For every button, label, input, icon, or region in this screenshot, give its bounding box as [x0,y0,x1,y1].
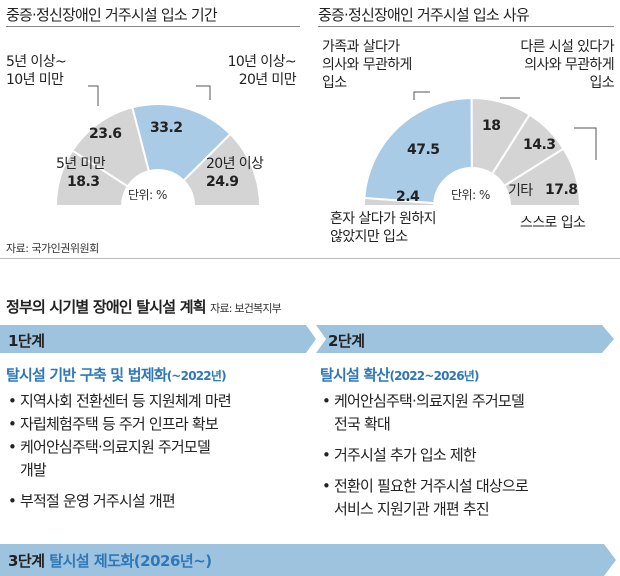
stage1-bar [0,325,316,353]
label-10to20-line2: 20년 미만 [238,72,297,88]
stage1-label: 1단계 [8,332,45,350]
stage3-label: 3단계 [8,552,45,570]
stage1-item-2: 자립체험주택 등 주거 인프라 확보 [20,415,219,433]
label-family: 가족과 살다가 의사와 무관하게 입소 [322,38,412,92]
stage1-item-1: 지역사회 전환센터 등 지원체계 마련 [20,392,232,410]
left-chart-title: 중증·정신장애인 거주시설 입소 기간 [6,6,218,24]
stage2-item-3-line2: 서비스 지원기관 개편 추진 [334,500,490,518]
value-etc: 17.8 [545,182,578,198]
stage1-item-3-line1: 케어안심주택·의료지원 주거모델 [20,438,211,456]
label-lt5: 5년 미만 [56,156,106,172]
label-etc: 기타 [508,183,533,199]
label-other-facility-line3: 입소 [589,75,614,91]
stage2-item-3-line1: 전환이 필요한 거주시설 대상으로 [334,477,529,495]
plan-title-text: 정부의 시기별 장애인 탈시설 계획 [6,298,207,316]
stage2-item: 거주시설 추가 입소 제한 [322,444,528,467]
right-donut-chart [362,91,597,207]
label-other-facility-line1: 다른 시설 있다가 [520,39,614,55]
label-ge20: 20년 이상 [206,156,264,172]
label-family-line2: 의사와 무관하게 [322,57,412,73]
left-leader-lines [88,85,211,106]
slice-ge20 [182,132,262,207]
plan-source: 자료: 보건복지부 [210,302,282,315]
slice-10to20 [131,103,232,183]
stage3-bar-bg [0,544,616,576]
plan-title: 정부의 시기별 장애인 탈시설 계획 자료: 보건복지부 [6,296,282,317]
stage1-heading: 탈시설 기반 구축 및 법제화(~2022년) [6,364,227,385]
label-self: 스스로 입소 [520,215,586,231]
leader-5to10 [88,85,99,106]
slice-family [363,96,473,205]
label-5to10: 5년 이상~ 10년 미만 [6,53,67,89]
label-5to10-line2: 10년 미만 [6,72,64,88]
section-divider [0,258,620,259]
stage1-list: 지역사회 전환센터 등 지원체계 마련 자립체험주택 등 주거 인프라 확보 케… [8,390,232,513]
stage1-item: 지역사회 전환센터 등 지원체계 마련 [8,390,232,413]
value-family: 47.5 [407,142,440,158]
value-lt5: 18.3 [67,174,100,190]
stage2-heading-text: 탈시설 확산 [320,366,390,384]
stage1-item-4: 부적절 운영 거주시설 개편 [20,492,176,510]
stage2-period: (2022~2026년) [389,369,479,383]
label-10to20-line1: 10년 이상~ [227,54,297,70]
stage3-bar [0,544,616,576]
leader-family [413,91,430,100]
stage1-item: 자립체험주택 등 주거 인프라 확보 [8,413,231,436]
label-alone-line1: 혼자 살다가 원하지 [330,211,437,227]
label-alone: 혼자 살다가 원하지 않았지만 입소 [330,210,437,246]
label-5to10-line1: 5년 이상~ [6,54,67,70]
stage2-label: 2단계 [328,332,365,350]
stage3-text: 3단계 탈시설 제도화(2026년~) [8,550,212,571]
value-other-facility: 18 [482,118,501,134]
stage2-item-2: 거주시설 추가 입소 제한 [334,446,477,464]
left-title-underline [6,26,300,27]
stage1-period: (~2022년) [166,369,227,383]
value-self: 14.3 [523,137,556,153]
value-10to20: 33.2 [150,120,183,136]
slice-etc [502,147,582,207]
label-other-facility: 다른 시설 있다가 의사와 무관하게 입소 [464,38,614,92]
leader-10to20 [196,85,211,100]
left-unit-label: 단위: % [128,188,167,202]
stage3-heading: 탈시설 제도화(2026년~) [49,552,212,570]
label-alone-line2: 않았지만 입소 [330,229,408,245]
value-alone: 2.4 [396,189,420,205]
left-donut-chart [54,103,262,207]
stage2-heading: 탈시설 확산(2022~2026년) [320,364,480,385]
label-family-line3: 입소 [322,75,347,91]
stage1-heading-text: 탈시설 기반 구축 및 법제화 [6,366,168,384]
value-5to10: 23.6 [89,126,122,142]
charts-source: 자료: 국가인권위원회 [6,242,99,255]
stage2-bar [316,325,614,353]
label-10to20: 10년 이상~ 20년 미만 [196,53,297,89]
stage2-item-1-line1: 케어안심주택·의료지원 주거모델 [334,392,525,410]
label-other-facility-line2: 의사와 무관하게 [524,57,614,73]
right-unit-label: 단위: % [451,188,490,202]
stage2-item-1-line2: 전국 확대 [334,415,391,433]
stage1-item-3-line2: 개발 [20,461,47,479]
right-title-underline [318,26,614,27]
stage1-item: 부적절 운영 거주시설 개편 [8,490,231,513]
value-ge20: 24.9 [206,174,239,190]
label-family-line1: 가족과 살다가 [322,39,400,55]
leader-self [574,127,597,160]
stage-bars-top [0,325,614,353]
right-chart-title: 중증·정신장애인 거주시설 입소 사유 [318,6,530,24]
